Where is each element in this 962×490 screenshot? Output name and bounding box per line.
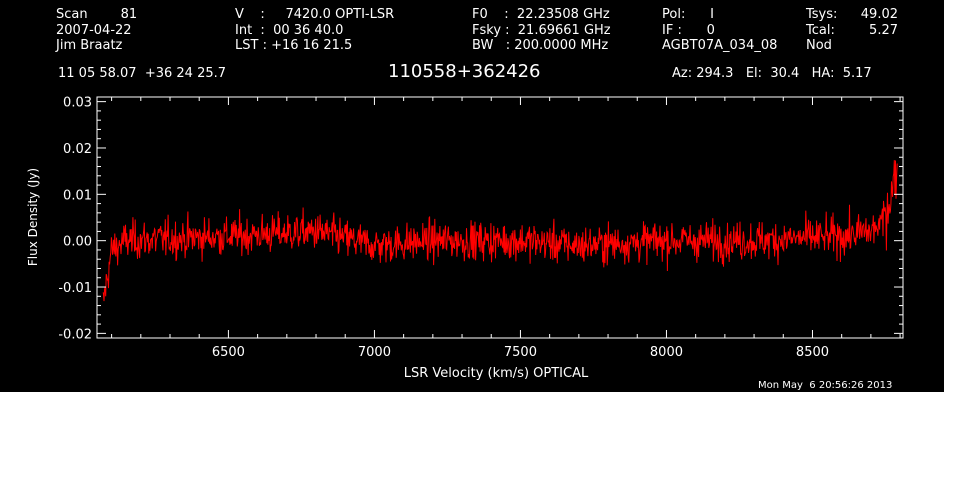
- spectrum-trace: [102, 160, 898, 302]
- x-tick-label: 7500: [504, 345, 537, 360]
- y-tick-label: -0.01: [58, 281, 92, 296]
- date-label: 2007-04-22: [56, 23, 132, 38]
- lst-label: LST : +16 16 21.5: [235, 38, 353, 53]
- x-tick-label: 7000: [358, 345, 391, 360]
- rest-frequency-label: F0 : 22.23508 GHz: [472, 7, 610, 22]
- tsys-key: Tsys:: [806, 7, 838, 22]
- tcal-key: Tcal:: [806, 23, 835, 38]
- y-tick-label: 0.03: [63, 96, 92, 111]
- plot-canvas: Scan 81 2007-04-22 Jim Braatz V : 7420.0…: [0, 0, 944, 392]
- tsys-value: 49.02: [860, 7, 898, 22]
- axis-ticks: 6500 7000 7500 8000 8500 -0.02 -0.01 0.00 0.01 0.…: [58, 96, 903, 360]
- spectrum-plot: 6500 7000 7500 8000 8500 -0.02 -0.01 0.00 0.01 0.…: [26, 96, 904, 381]
- plot-frame: [96, 96, 904, 339]
- sky-frequency-label: Fsky : 21.69661 GHz: [472, 23, 611, 38]
- nod-label: Nod: [806, 38, 832, 53]
- spectrum-line: [102, 160, 898, 302]
- y-axis-label: Flux Density (Jy): [26, 168, 40, 266]
- y-tick-label: 0.00: [63, 235, 92, 250]
- tcal-value: 5.27: [869, 23, 898, 38]
- source-name: 110558+362426: [388, 61, 541, 82]
- polarization-label: Pol: I: [662, 7, 714, 22]
- y-tick-label: 0.01: [63, 188, 92, 203]
- scan-label: Scan 81: [56, 7, 138, 22]
- velocity-label: V : 7420.0 OPTI-LSR: [235, 7, 395, 22]
- observer-label: Jim Braatz: [56, 38, 123, 53]
- bandwidth-label: BW : 200.0000 MHz: [472, 38, 609, 53]
- x-tick-label: 8500: [796, 345, 829, 360]
- x-tick-label: 8000: [650, 345, 683, 360]
- project-label: AGBT07A_034_08: [662, 38, 778, 53]
- y-tick-label: -0.02: [58, 327, 92, 342]
- timestamp-label: Mon May 6 20:56:26 2013: [758, 380, 893, 391]
- x-tick-label: 6500: [212, 345, 245, 360]
- x-axis-label: LSR Velocity (km/s) OPTICAL: [404, 366, 589, 381]
- az-el-ha-label: Az: 294.3 El: 30.4 HA: 5.17: [672, 66, 872, 81]
- if-label: IF : 0: [662, 23, 715, 38]
- coordinates-label: 11 05 58.07 +36 24 25.7: [58, 66, 227, 81]
- y-tick-label: 0.02: [63, 142, 92, 157]
- integration-label: Int : 00 36 40.0: [235, 23, 344, 38]
